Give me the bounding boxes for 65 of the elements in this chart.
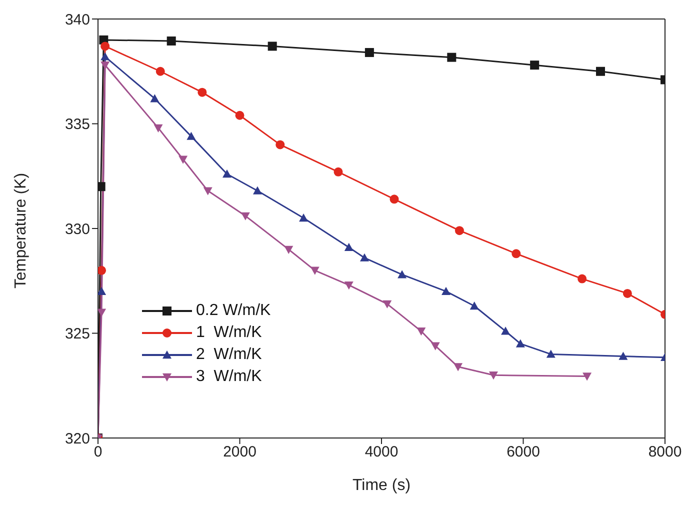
point — [203, 187, 212, 196]
point — [98, 266, 106, 275]
point — [501, 326, 510, 335]
point — [470, 302, 479, 310]
point — [100, 42, 110, 51]
point — [360, 253, 369, 262]
point — [252, 186, 262, 194]
y-tick-label: 325 — [64, 326, 90, 343]
point — [334, 167, 343, 176]
point — [441, 286, 450, 295]
point — [344, 281, 354, 290]
y-tick-label: 335 — [64, 116, 90, 134]
point — [100, 52, 110, 60]
point — [447, 52, 456, 62]
point — [618, 352, 628, 360]
point — [98, 308, 106, 317]
x-tick-label: 6000 — [506, 444, 540, 461]
point — [488, 372, 498, 380]
y-tick-label: 340 — [64, 11, 90, 28]
legend-label: 0.2 W/m/K — [196, 302, 271, 320]
legend-label: 2 W/m/K — [196, 346, 262, 364]
point — [186, 132, 196, 140]
point — [156, 66, 165, 76]
point — [430, 342, 440, 350]
point — [299, 214, 308, 222]
point — [516, 339, 525, 348]
legend-label: 1 W/m/K — [196, 324, 262, 342]
x-tick-label: 0 — [94, 444, 102, 461]
x-tick-label: 4000 — [364, 444, 398, 461]
point — [100, 61, 110, 70]
point — [622, 288, 632, 298]
point — [454, 363, 463, 372]
point — [166, 36, 176, 46]
x-tick-label: 2000 — [223, 444, 256, 461]
point — [310, 266, 320, 275]
point — [235, 110, 244, 120]
point — [364, 48, 374, 58]
point — [596, 66, 606, 76]
x-tick-label: 8000 — [648, 444, 682, 461]
point — [198, 88, 207, 97]
legend-label: 3 W/m/K — [196, 368, 262, 386]
point — [382, 300, 392, 308]
point — [344, 242, 354, 251]
point — [546, 350, 556, 358]
point — [98, 286, 106, 295]
x-axis-title: Time (s) — [352, 477, 411, 494]
point — [512, 249, 521, 258]
point — [390, 194, 399, 204]
point — [416, 328, 426, 336]
point — [240, 212, 250, 220]
point — [578, 274, 587, 284]
point — [276, 140, 285, 150]
point — [530, 60, 540, 70]
point — [222, 170, 232, 178]
point — [398, 270, 407, 278]
y-tick-label: 320 — [64, 430, 90, 448]
y-axis-title: Temperature (K) — [12, 172, 30, 288]
point — [150, 94, 160, 102]
point — [178, 156, 188, 164]
point — [454, 226, 464, 236]
point — [154, 124, 163, 132]
point — [284, 246, 294, 254]
y-tick-label: 330 — [64, 220, 90, 238]
point — [582, 372, 592, 381]
point — [268, 42, 277, 51]
